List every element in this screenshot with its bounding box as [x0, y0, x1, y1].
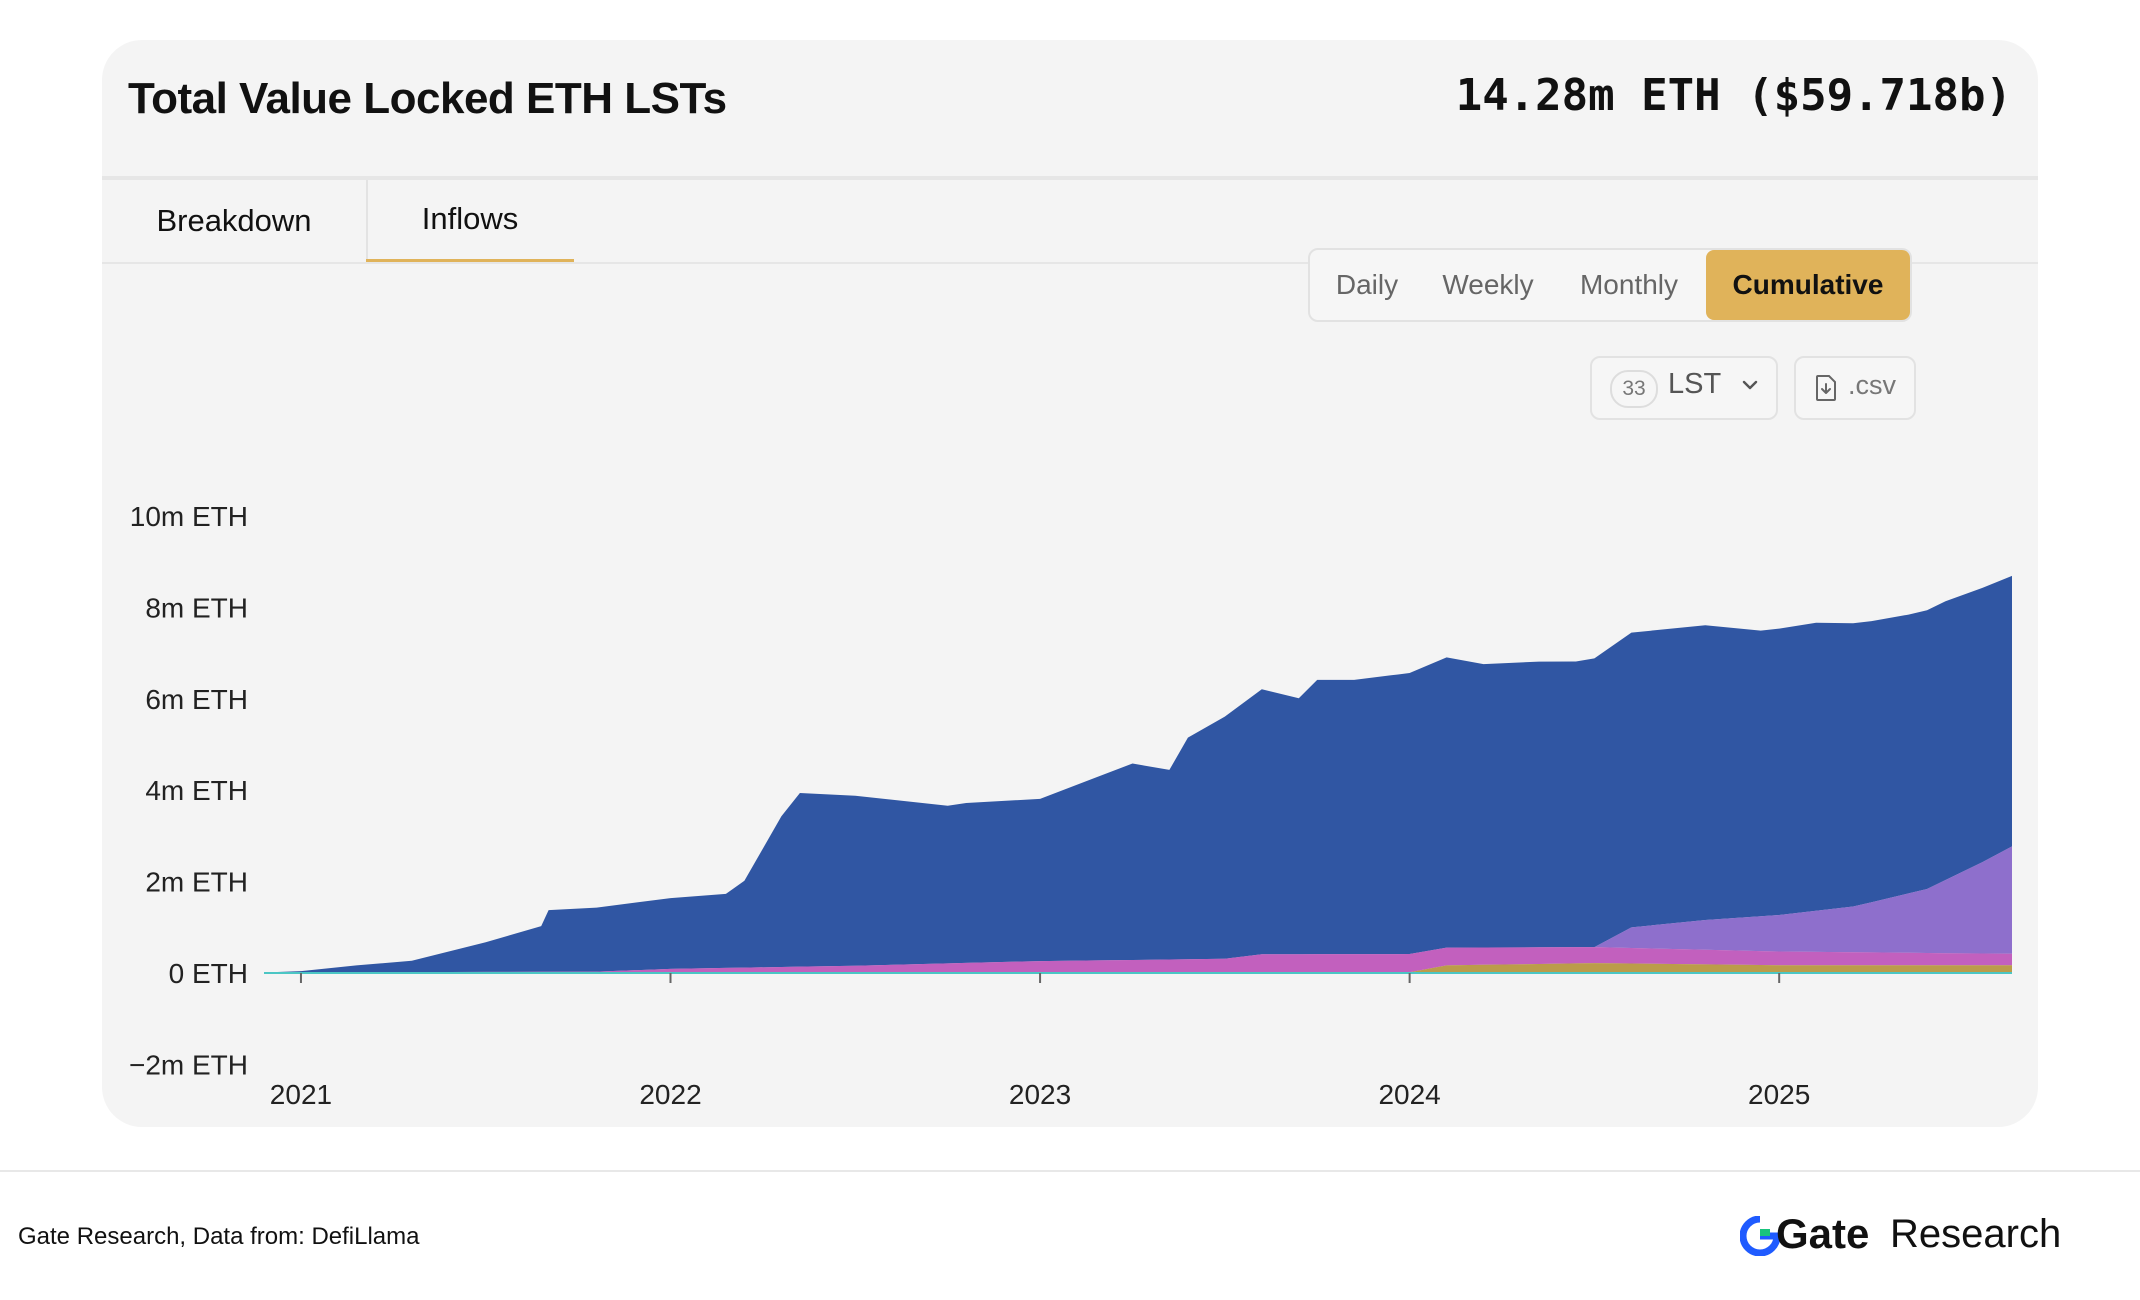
tab-inflows[interactable]: Inflows [366, 180, 574, 262]
y-tick-label: −2m ETH [129, 1049, 248, 1080]
lst-filter-dropdown[interactable]: 33 LST [1590, 356, 1778, 420]
y-tick-label: 10m ETH [130, 501, 248, 532]
series-area-2 [264, 947, 2012, 973]
file-download-icon [1814, 374, 1838, 407]
period-weekly-button[interactable]: Weekly [1442, 269, 1534, 300]
card-header: Total Value Locked ETH LSTs 14.28m ETH (… [102, 40, 2038, 158]
x-tick-label: 2025 [1748, 1079, 1810, 1110]
x-tick-label: 2023 [1009, 1079, 1071, 1110]
x-tick-label: 2021 [270, 1079, 332, 1110]
header-divider [102, 176, 2038, 180]
brand-gate-text: Gate [1776, 1210, 1870, 1257]
tab-bar: Breakdown Inflows [102, 180, 2038, 264]
lst-count-badge: 33 [1610, 370, 1658, 408]
x-tick-labels: 2021 2022 2023 2024 2025 [270, 973, 1810, 1110]
x-tick-label: 2024 [1378, 1079, 1440, 1110]
lst-filter-label: LST [1668, 368, 1722, 400]
tvl-area-chart: 10m ETH 8m ETH 6m ETH 4m ETH 2m ETH 0 ETH −2m … [129, 501, 2012, 1110]
y-tick-label: 6m ETH [145, 684, 248, 715]
period-cumulative-button[interactable]: Cumulative [1706, 250, 1910, 320]
x-tick-label: 2022 [639, 1079, 701, 1110]
tab-breakdown[interactable]: Breakdown [102, 180, 368, 262]
series-area-3 [264, 963, 2012, 973]
total-value: 14.28m ETH ($59.718b) [1455, 70, 2012, 121]
series-area-0 [264, 575, 2012, 973]
source-note: Gate Research, Data from: DefiLlama [18, 1223, 420, 1250]
csv-label: .csv [1848, 370, 1897, 400]
gate-logo-icon [1740, 1216, 1780, 1256]
brand-research-text: Research [1890, 1212, 2062, 1256]
footer-divider [0, 1170, 2140, 1172]
y-tick-label: 4m ETH [145, 775, 248, 806]
series-areas [264, 575, 2012, 973]
y-axis: 10m ETH 8m ETH 6m ETH 4m ETH 2m ETH 0 ETH −2m … [129, 501, 248, 1080]
chart-title: Total Value Locked ETH LSTs [128, 74, 727, 123]
y-tick-label: 8m ETH [145, 592, 248, 623]
y-tick-label: 2m ETH [145, 867, 248, 898]
period-daily-button[interactable]: Daily [1335, 269, 1399, 300]
period-monthly-button[interactable]: Monthly [1579, 269, 1679, 300]
period-selector: Daily Weekly Monthly Cumulative [1308, 248, 1912, 322]
y-tick-label: 0 ETH [169, 958, 248, 989]
chevron-down-icon [1740, 374, 1760, 402]
csv-download-button[interactable]: .csv [1794, 356, 1916, 420]
